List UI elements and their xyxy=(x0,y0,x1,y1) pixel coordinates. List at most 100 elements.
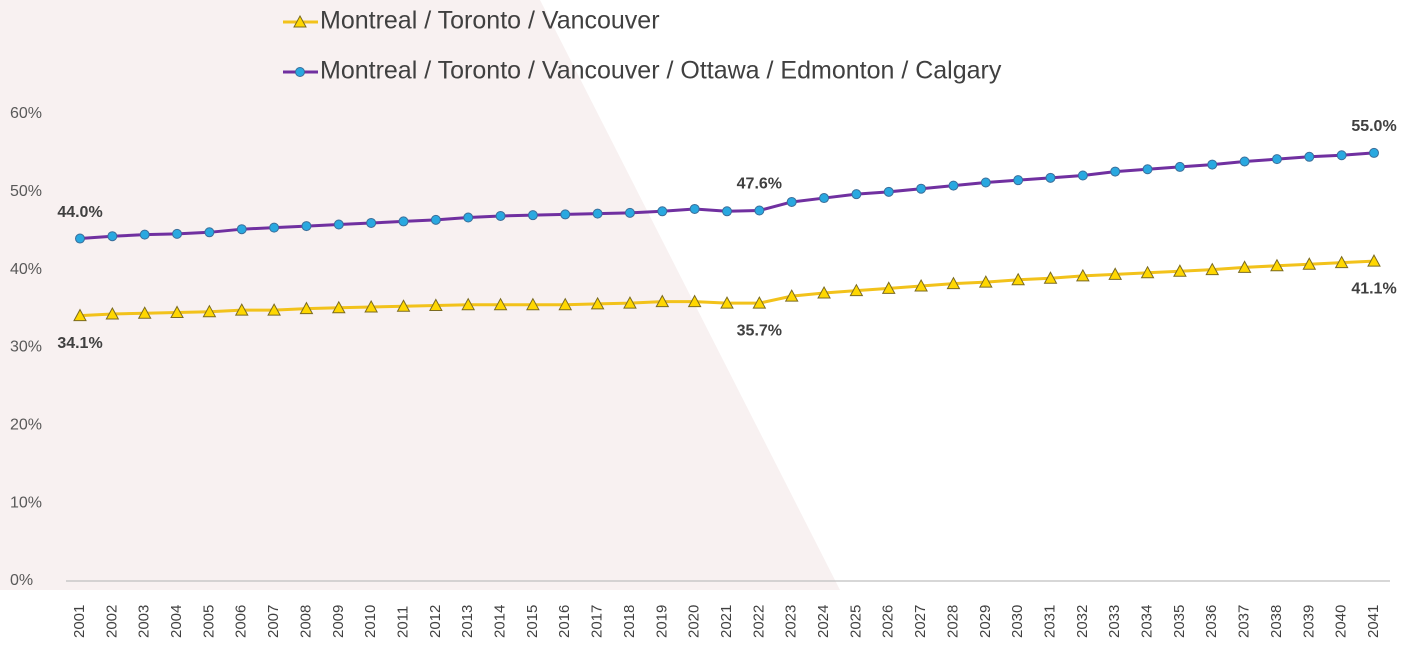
x-tick-label: 2019 xyxy=(653,605,670,638)
data-point xyxy=(204,227,215,238)
data-point xyxy=(396,299,411,312)
x-tick-label: 2029 xyxy=(977,605,994,638)
x-tick-label: 2008 xyxy=(297,605,314,638)
data-point xyxy=(429,298,443,311)
background-shade xyxy=(0,0,840,590)
data-point xyxy=(1043,271,1058,284)
data-point xyxy=(234,303,249,316)
data-point xyxy=(137,306,152,319)
data-point xyxy=(301,221,312,232)
data-point xyxy=(1239,156,1250,167)
data-point xyxy=(657,206,668,217)
data-point xyxy=(172,228,183,239)
x-tick-label: 2009 xyxy=(330,605,347,638)
data-point xyxy=(75,233,85,244)
data-point xyxy=(883,186,894,197)
y-tick-label: 0% xyxy=(10,572,33,589)
data-point xyxy=(526,297,540,311)
data-point xyxy=(333,219,344,230)
data-point xyxy=(978,275,993,288)
data-point xyxy=(463,212,474,223)
data-point xyxy=(73,308,87,322)
x-tick-label: 2006 xyxy=(233,605,250,638)
x-tick-label: 2027 xyxy=(912,605,929,638)
y-tick-label: 10% xyxy=(10,494,42,511)
data-point xyxy=(655,294,670,308)
x-tick-label: 2034 xyxy=(1139,605,1156,638)
data-point xyxy=(752,296,767,309)
data-point xyxy=(819,193,830,204)
data-label: 55.0% xyxy=(1351,118,1396,135)
data-point xyxy=(1013,175,1024,186)
data-point xyxy=(1173,264,1187,277)
x-tick-label: 2035 xyxy=(1171,605,1188,638)
y-tick-label: 50% xyxy=(10,183,42,200)
data-point xyxy=(1142,164,1153,175)
data-point xyxy=(851,189,862,200)
data-point xyxy=(560,209,571,220)
data-point xyxy=(1207,159,1218,170)
data-point xyxy=(1304,151,1315,162)
data-point xyxy=(269,222,280,233)
y-tick-label: 60% xyxy=(10,105,42,122)
x-tick-label: 2041 xyxy=(1365,605,1382,638)
y-tick-label: 20% xyxy=(10,417,42,434)
x-tick-label: 2037 xyxy=(1236,605,1253,638)
data-label: 44.0% xyxy=(57,204,102,221)
data-point xyxy=(1108,267,1123,280)
y-tick-label: 40% xyxy=(10,261,42,278)
data-point xyxy=(881,281,896,294)
x-tick-label: 2028 xyxy=(944,605,961,638)
data-point xyxy=(592,208,603,219)
legend-label: Montreal / Toronto / Vancouver / Ottawa … xyxy=(320,57,1002,85)
x-tick-label: 2020 xyxy=(686,605,703,638)
legend-marker xyxy=(293,14,307,28)
x-tick-label: 2025 xyxy=(847,605,864,638)
x-tick-label: 2040 xyxy=(1333,605,1350,638)
x-tick-label: 2032 xyxy=(1074,605,1091,638)
x-tick-label: 2039 xyxy=(1300,605,1317,638)
legend-label: Montreal / Toronto / Vancouver xyxy=(320,7,660,35)
data-point xyxy=(722,206,732,217)
data-point xyxy=(590,296,605,310)
data-point xyxy=(1334,255,1349,269)
data-point xyxy=(1302,257,1317,270)
x-tick-label: 2002 xyxy=(103,605,120,638)
data-point xyxy=(299,301,314,315)
x-tick-label: 2003 xyxy=(136,605,153,638)
data-point xyxy=(624,207,635,218)
data-point xyxy=(105,306,120,320)
data-label: 34.1% xyxy=(57,335,102,352)
data-point xyxy=(1011,272,1025,286)
x-tick-label: 2033 xyxy=(1106,605,1123,638)
x-tick-label: 2030 xyxy=(1009,605,1026,638)
x-tick-label: 2018 xyxy=(621,605,638,638)
x-tick-label: 2024 xyxy=(815,605,832,638)
data-point xyxy=(493,297,508,311)
data-point xyxy=(948,180,959,191)
data-point xyxy=(623,296,637,309)
data-point xyxy=(786,196,797,207)
x-tick-label: 2005 xyxy=(200,605,217,638)
data-point xyxy=(1174,161,1185,172)
x-tick-label: 2021 xyxy=(718,605,735,638)
data-point xyxy=(784,289,799,302)
data-point xyxy=(527,210,538,221)
x-tick-label: 2031 xyxy=(1041,605,1058,638)
x-tick-label: 2014 xyxy=(492,605,509,638)
data-point xyxy=(1205,262,1220,276)
x-tick-label: 2013 xyxy=(459,605,476,638)
data-label: 41.1% xyxy=(1351,280,1396,297)
x-tick-label: 2007 xyxy=(265,605,282,638)
x-tick-label: 2022 xyxy=(750,605,767,638)
x-tick-label: 2023 xyxy=(783,605,800,638)
x-tick-label: 2004 xyxy=(168,605,185,638)
data-point xyxy=(1271,154,1282,165)
data-point xyxy=(139,229,150,240)
data-point xyxy=(946,276,961,290)
data-label: 47.6% xyxy=(737,176,782,193)
x-tick-label: 2012 xyxy=(427,605,444,638)
data-point xyxy=(1045,172,1056,183)
